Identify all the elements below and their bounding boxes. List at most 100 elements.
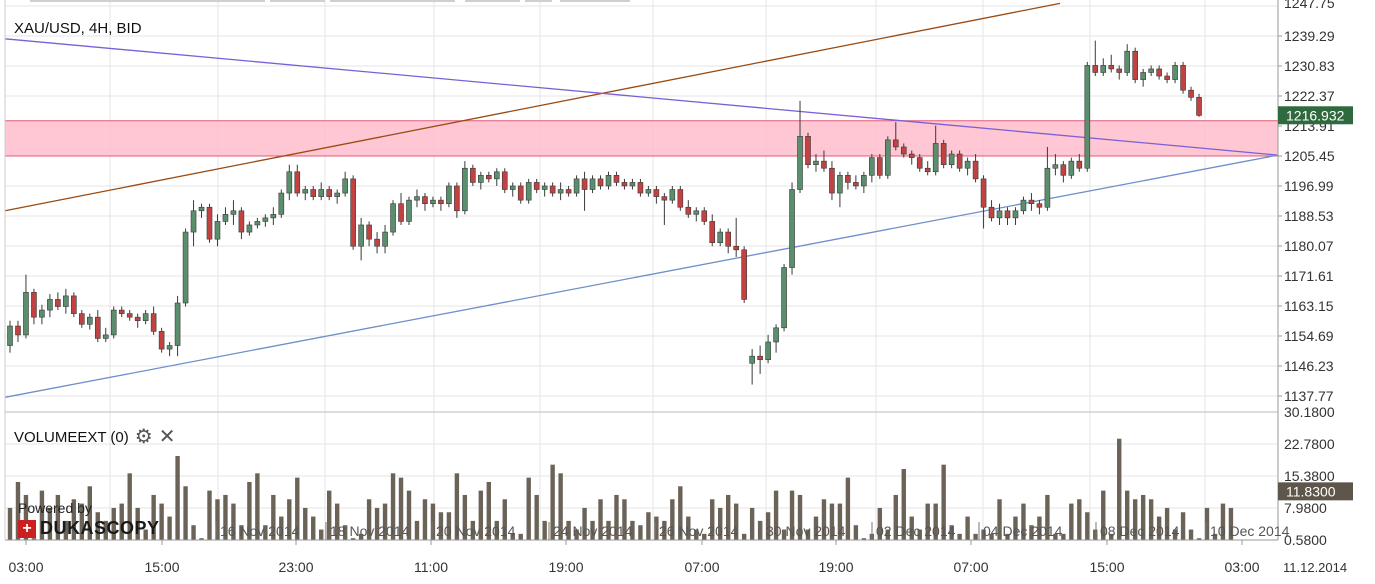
powered-by-text: Powered by bbox=[18, 500, 92, 516]
candle bbox=[1020, 196, 1027, 215]
volume-bar bbox=[119, 503, 124, 540]
candle-body bbox=[693, 210, 700, 215]
candle bbox=[446, 182, 452, 208]
volume-bar bbox=[167, 516, 172, 540]
volume-bar bbox=[1109, 533, 1114, 540]
candle bbox=[789, 182, 795, 275]
candle-body bbox=[63, 295, 69, 307]
candle-body bbox=[581, 178, 588, 190]
candle-body bbox=[1012, 210, 1019, 219]
candle-body bbox=[318, 189, 325, 197]
candle bbox=[733, 217, 739, 257]
volume-bar bbox=[406, 490, 412, 540]
candle-body bbox=[725, 231, 732, 247]
candle-body bbox=[190, 210, 197, 233]
current-price-tag[interactable] bbox=[1278, 106, 1353, 125]
volume-bar bbox=[805, 529, 811, 540]
gear-icon[interactable]: ⚙ bbox=[134, 426, 153, 448]
date-label: 04 Dec 2014 bbox=[983, 523, 1063, 539]
chart-title: XAU/USD, 4H, BID bbox=[14, 20, 142, 37]
candle-body bbox=[1132, 50, 1138, 80]
volume-bar bbox=[829, 503, 835, 540]
time-label: 07:00 bbox=[684, 559, 719, 575]
candle bbox=[701, 207, 708, 225]
candle-body bbox=[932, 143, 939, 173]
brand-logo: + DUKASCOPY bbox=[18, 518, 160, 539]
candle-body bbox=[709, 221, 716, 244]
time-label: 19:00 bbox=[818, 559, 853, 575]
candle-body bbox=[884, 139, 891, 176]
candle bbox=[390, 200, 396, 236]
volume-bar bbox=[1228, 507, 1234, 540]
volume-bar bbox=[542, 520, 547, 540]
candle-body bbox=[39, 309, 45, 318]
candle bbox=[1044, 146, 1051, 211]
close-icon[interactable]: ✕ bbox=[158, 426, 176, 448]
candle bbox=[765, 334, 771, 364]
trendlines bbox=[4, 2, 1279, 398]
volume-bar bbox=[941, 464, 946, 540]
volume-bar bbox=[207, 490, 212, 540]
price-axis[interactable]: 1247.751239.291230.831222.371213.911205.… bbox=[1278, 0, 1353, 404]
trendline-blue bbox=[4, 154, 1279, 398]
candle-body bbox=[382, 231, 388, 247]
candle bbox=[1188, 86, 1194, 101]
time-label: 15:00 bbox=[144, 559, 179, 575]
candle-body bbox=[47, 299, 53, 311]
volume-bar bbox=[79, 503, 85, 540]
current-volume-tag[interactable] bbox=[1278, 482, 1353, 501]
candle bbox=[422, 193, 428, 211]
volume-axis[interactable]: 30.1800 22.7800 15.3800 7.9800 0.5800 11.8300 bbox=[1278, 404, 1353, 548]
candle bbox=[980, 175, 987, 229]
volume-bar bbox=[1093, 529, 1098, 540]
volume-bars bbox=[7, 438, 1234, 540]
volume-bar bbox=[821, 499, 827, 540]
candle bbox=[1068, 157, 1075, 179]
toolbar-strip bbox=[560, 0, 630, 2]
volume-bar bbox=[997, 499, 1002, 540]
date-label: 18 Nov 2014 bbox=[330, 523, 410, 539]
toolbar-strip bbox=[30, 0, 265, 2]
volume-bar bbox=[223, 494, 228, 540]
resistance-zone bbox=[5, 120, 1278, 157]
candle bbox=[1028, 193, 1035, 211]
candle-body bbox=[669, 189, 676, 201]
candle bbox=[246, 221, 253, 236]
candle-body bbox=[15, 325, 21, 336]
volume-bar bbox=[191, 525, 196, 540]
candle-body bbox=[478, 175, 484, 183]
volume-bar bbox=[319, 529, 324, 540]
candle-body bbox=[908, 153, 915, 158]
volume-bar bbox=[1140, 494, 1146, 540]
candle-body bbox=[565, 189, 572, 194]
volume-bar bbox=[989, 533, 994, 540]
candle bbox=[757, 345, 763, 374]
candle bbox=[629, 178, 636, 190]
candle-body bbox=[206, 206, 213, 240]
volume-bar bbox=[1117, 438, 1122, 540]
candle bbox=[1036, 200, 1043, 215]
volume-bar bbox=[1132, 499, 1138, 540]
candle-body bbox=[1004, 210, 1011, 219]
candle bbox=[988, 200, 995, 222]
powered-by-logo[interactable]: Powered by + DUKASCOPY bbox=[16, 500, 176, 542]
volume-bar bbox=[981, 529, 986, 540]
candle-body bbox=[493, 171, 500, 180]
volume-bar bbox=[877, 507, 883, 540]
volume-bar bbox=[861, 538, 867, 540]
candle bbox=[797, 100, 803, 194]
candle-body bbox=[940, 143, 947, 165]
candle-body bbox=[71, 295, 77, 314]
volume-bar bbox=[327, 490, 332, 540]
volume-bar bbox=[239, 525, 244, 540]
candle-body bbox=[541, 185, 548, 190]
price-tick-label: 1239.29 bbox=[1284, 28, 1335, 44]
candle-body bbox=[214, 221, 221, 240]
volume-bar bbox=[478, 490, 484, 540]
candle bbox=[717, 228, 724, 247]
time-axis[interactable]: 03:00 15:00 23:00 11:00 19:00 07:00 19:00 07:00… bbox=[8, 540, 1347, 575]
volume-bar bbox=[175, 456, 180, 540]
trendline-brown bbox=[4, 2, 1061, 212]
candle-body bbox=[374, 238, 380, 247]
candle bbox=[63, 288, 69, 314]
